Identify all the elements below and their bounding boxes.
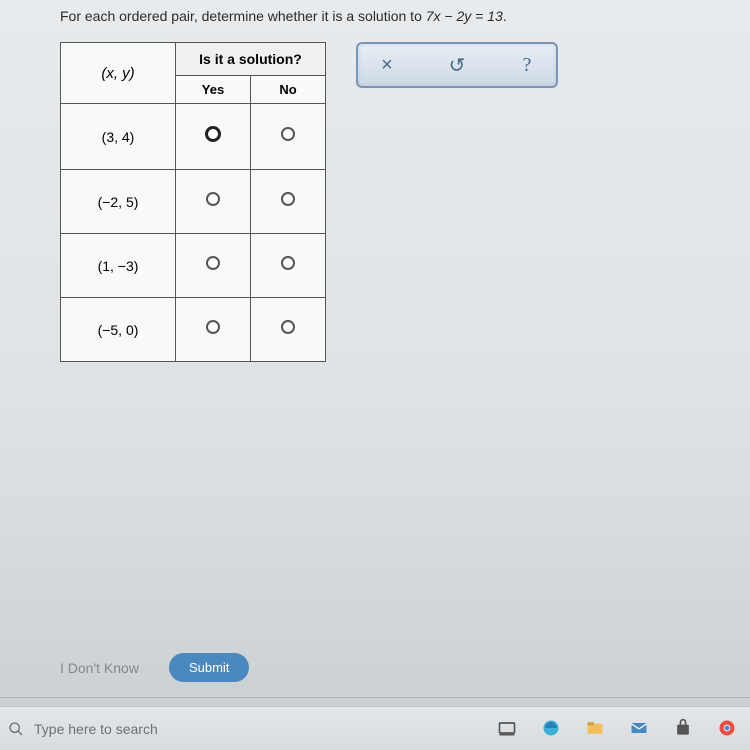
radio-icon [281,127,295,141]
radio-icon [205,126,221,142]
radio-yes[interactable] [176,298,251,362]
pair-cell: (−2, 5) [61,170,176,234]
radio-icon [281,256,295,270]
question-suffix: . [503,8,507,24]
main-row: (x, y) Is it a solution? Yes No (3, 4) (… [60,42,730,362]
help-icon[interactable]: ? [512,54,542,77]
mail-icon[interactable] [628,717,650,739]
reset-icon[interactable]: ↺ [442,53,472,78]
taskbar: Type here to search [0,706,750,750]
store-icon[interactable] [672,717,694,739]
pair-cell: (3, 4) [61,104,176,170]
header-yes: Yes [176,76,251,104]
radio-icon [206,192,220,206]
taskview-icon[interactable] [496,717,518,739]
question-equation: 7x − 2y = 13 [426,8,503,24]
radio-icon [206,256,220,270]
radio-yes[interactable] [176,170,251,234]
search-icon [8,721,24,737]
chrome-icon[interactable] [716,717,738,739]
solution-table-container: (x, y) Is it a solution? Yes No (3, 4) (… [60,42,326,362]
pair-cell: (1, −3) [61,234,176,298]
tray-icons [496,706,738,750]
radio-yes[interactable] [176,234,251,298]
tool-panel: × ↺ ? [356,42,558,88]
table-row: (1, −3) [61,234,326,298]
close-icon[interactable]: × [372,54,402,77]
header-solution: Is it a solution? [176,43,326,76]
radio-no[interactable] [251,104,326,170]
dont-know-link[interactable]: I Don't Know [60,660,139,676]
question-prefix: For each ordered pair, determine whether… [60,8,426,24]
edge-icon[interactable] [540,717,562,739]
radio-icon [206,320,220,334]
content-area: For each ordered pair, determine whether… [0,0,750,362]
radio-no[interactable] [251,298,326,362]
radio-yes[interactable] [176,104,251,170]
radio-icon [281,192,295,206]
submit-button[interactable]: Submit [169,653,249,682]
radio-no[interactable] [251,170,326,234]
search-box[interactable]: Type here to search [8,721,158,737]
solution-table: (x, y) Is it a solution? Yes No (3, 4) (… [60,42,326,362]
table-row: (−5, 0) [61,298,326,362]
bottom-actions: I Don't Know Submit [60,653,249,682]
header-pair: (x, y) [61,43,176,104]
divider-line [0,697,750,698]
table-row: (−2, 5) [61,170,326,234]
pair-cell: (−5, 0) [61,298,176,362]
table-row: (3, 4) [61,104,326,170]
question-text: For each ordered pair, determine whether… [60,8,730,24]
search-placeholder: Type here to search [34,721,158,737]
radio-icon [281,320,295,334]
radio-no[interactable] [251,234,326,298]
explorer-icon[interactable] [584,717,606,739]
header-no: No [251,76,326,104]
